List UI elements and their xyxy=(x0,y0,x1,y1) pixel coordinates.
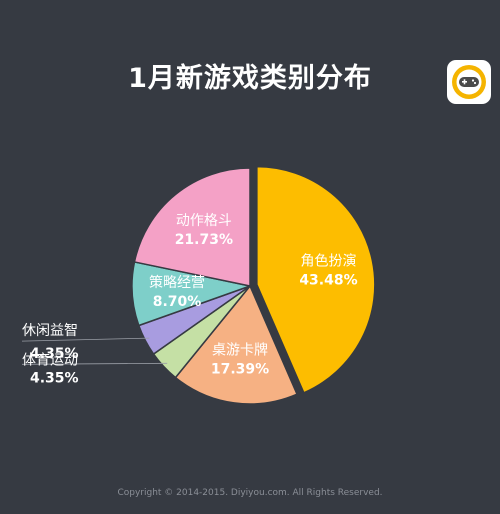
copyright-footer: Copyright © 2014-2015. Diyiyou.com. All … xyxy=(117,488,383,498)
slice-value-label: 8.70% xyxy=(153,294,202,310)
leader-line xyxy=(21,337,150,342)
slice-value-label: 4.35% xyxy=(30,346,79,362)
slice-label: 桌游卡牌 xyxy=(212,341,268,358)
pie-slice xyxy=(174,284,298,405)
slice-label: 策略经营 xyxy=(149,274,205,291)
chart-title: 1月新游戏类别分布 xyxy=(128,63,372,94)
gamepad-icon xyxy=(452,65,486,99)
slice-label: 休闲益智 xyxy=(22,323,78,339)
slice-value-label: 17.39% xyxy=(211,361,269,377)
slice-value-label: 4.35% xyxy=(30,370,79,386)
slice-value-label: 43.48% xyxy=(299,273,357,289)
slice-value-label: 21.73% xyxy=(175,232,233,248)
leader-line xyxy=(21,362,168,365)
logo xyxy=(447,60,491,104)
pie-slice xyxy=(133,167,251,287)
pie-slice xyxy=(256,165,376,394)
slice-label: 角色扮演 xyxy=(300,253,356,270)
slice-label: 动作格斗 xyxy=(176,213,232,229)
slice-label: 体育运动 xyxy=(22,352,78,368)
